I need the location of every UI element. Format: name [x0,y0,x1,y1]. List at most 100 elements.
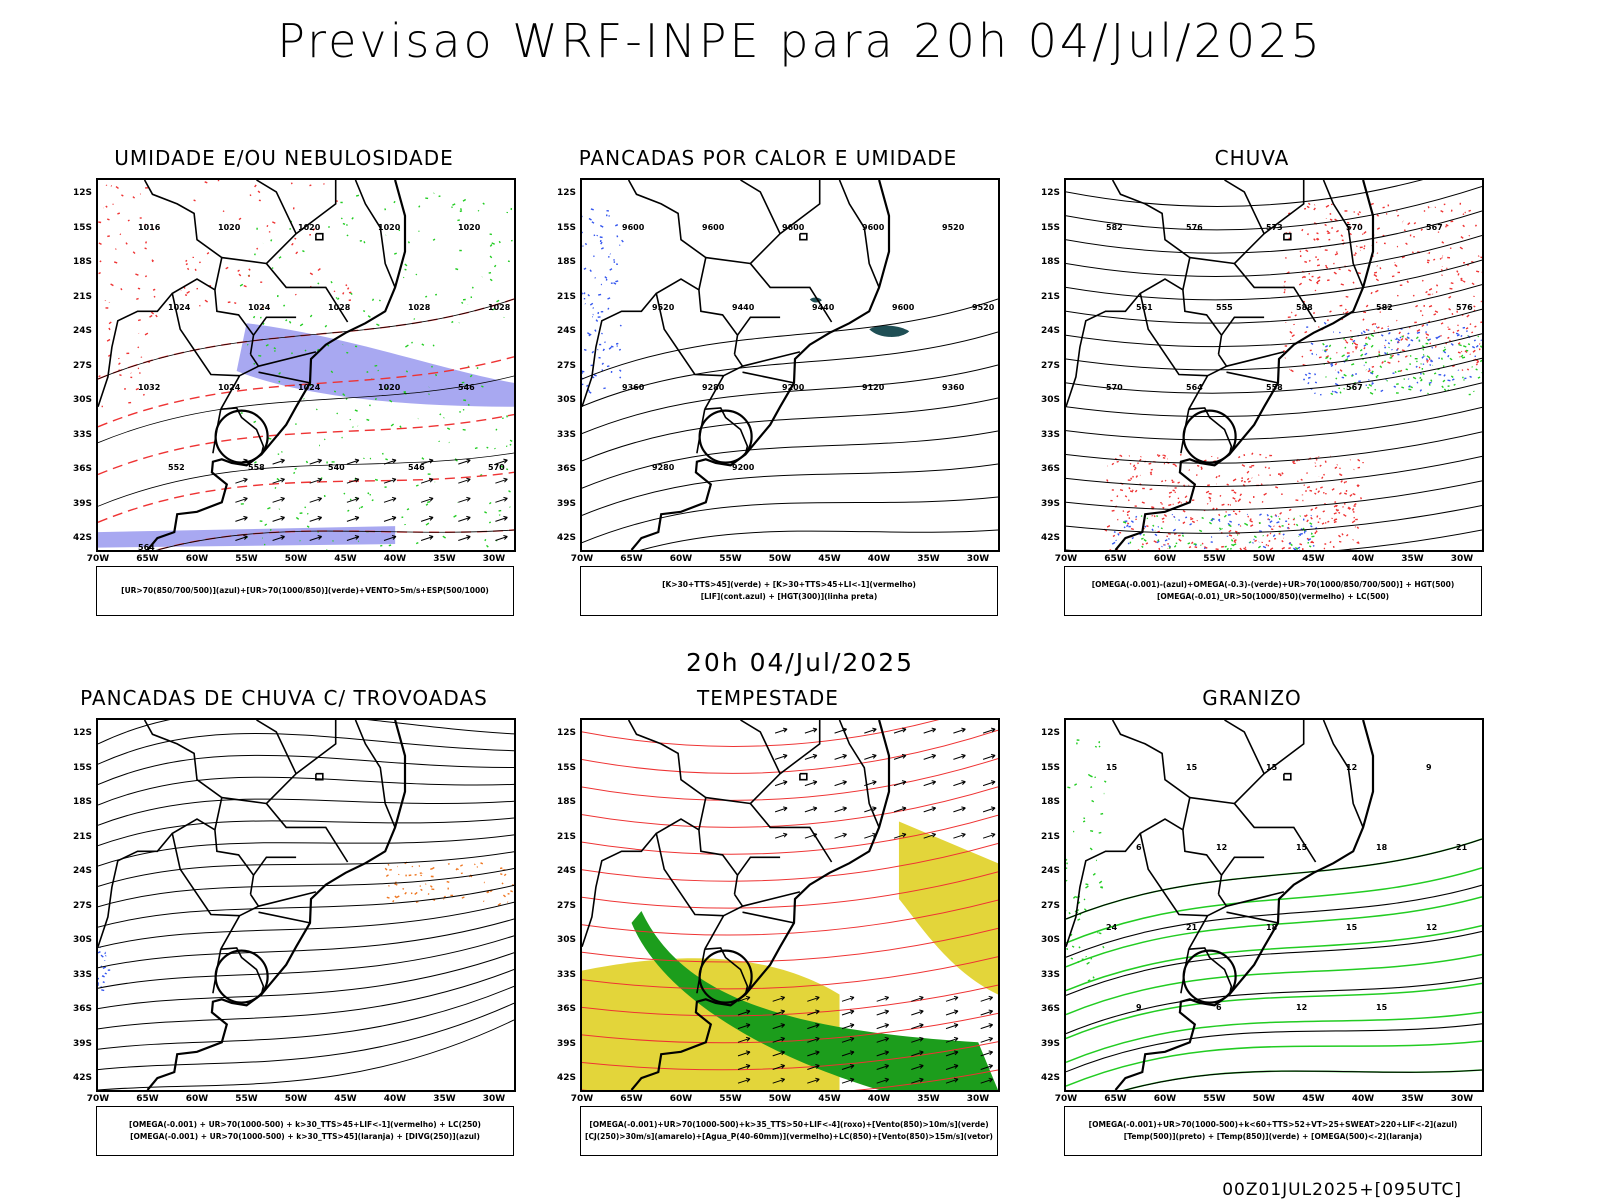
lon-tick-label: 65W [1104,554,1127,564]
lon-tick-label: 45W [1302,554,1325,564]
contour-label: 18 [1266,923,1278,932]
lon-tick-label: 40W [867,554,891,564]
lat-tick-label: 30S [556,935,576,945]
panel-chuva: CHUVA 582 576 573 570 567 561 555 588 582 576 570 5… [1022,146,1484,636]
lon-tick-label: 65W [136,554,159,564]
contour-label: 12 [1426,923,1437,932]
lat-tick-label: 30S [556,395,576,405]
lat-tick-label: 42S [556,1073,576,1083]
lon-tick-label: 50W [1252,1094,1276,1104]
lon-tick-label: 60W [669,1094,693,1104]
lat-tick-label: 39S [72,498,92,509]
contour-label: 9 [1426,763,1432,772]
map-svg: 15 15 15 12 9 6 12 15 18 21 24 21 18 15 12 9 6 12 15 [1066,720,1482,1090]
panel-legend: [OMEGA(-0.001)+UR>70(1000-500)+k<60+TTS>… [1064,1106,1482,1156]
lat-tick-label: 21S [1040,831,1060,842]
contour-label: 9600 [702,223,725,232]
contour-label: 1024 [248,303,271,312]
panel-title: PANCADAS POR CALOR E UMIDADE [578,146,958,170]
lat-tick-label: 24S [1040,866,1060,876]
contour-label: 567 [1346,383,1363,392]
lon-tick-label: 35W [1401,1094,1424,1104]
lon-tick-label: 55W [1203,1094,1226,1104]
map-svg: 1016 1020 1020 1020 1020 1024 1024 1028 1028 1028… [98,180,514,550]
panel-granizo: GRANIZO 15 15 15 12 9 6 12 15 18 21 24 21 18 15 12 9 6 12… [1022,686,1484,1176]
lon-tick-label: 30W [1450,1094,1474,1104]
lat-tick-label: 12S [556,728,576,738]
lon-tick-label: 70W [86,1094,110,1104]
lat-tick-label: 36S [1040,1004,1060,1014]
contour-label: 582 [1106,223,1123,232]
panel-legend: [OMEGA(-0.001) + UR>70(1000-500) + k>30_… [96,1106,514,1156]
contour-label: 570 [1346,223,1363,232]
panel-title: GRANIZO [1202,686,1302,710]
lon-tick-label: 40W [1351,554,1375,564]
map-svg [98,720,514,1090]
lon-tick-label: 45W [818,1094,841,1104]
lon-tick-label: 55W [235,554,258,564]
lon-tick-label: 60W [669,554,693,564]
contour-label: 9200 [732,463,755,472]
legend-line: [OMEGA(-0.001) + UR>70(1000-500) + k>30_… [129,1120,481,1129]
lon-tick-label: 60W [185,554,209,564]
panel-title: PANCADAS DE CHUVA C/ TROVOADAS [80,686,488,710]
lon-tick-label: 55W [719,1094,742,1104]
lon-tick-label: 30W [482,1094,506,1104]
map-area: 582 576 573 570 567 561 555 588 582 576 570 564 558 5… [1064,178,1484,552]
contour-label: 552 [168,463,185,472]
lat-tick-label: 15S [556,222,576,233]
map-area: 9600 9600 9600 9600 9520 9520 9440 9440 9600 9520… [580,178,1000,552]
lon-tick-label: 50W [1252,554,1276,564]
contour-label: 15 [1376,1003,1388,1012]
lon-tick-label: 65W [1104,1094,1127,1104]
contour-label: 9120 [862,383,885,392]
legend-line: [OMEGA(-0.01)_UR>50(1000/850)(vermelho) … [1156,592,1390,601]
lat-tick-label: 36S [1040,464,1060,474]
contour-label: 546 [458,383,475,392]
contour-label: 1020 [458,223,481,232]
lat-tick-label: 33S [72,429,92,440]
run-info-footer: 00Z01JUL2025+[095UTC] [1222,1180,1462,1200]
contour-label: 588 [1296,303,1313,312]
contour-label: 15 [1266,763,1278,772]
contour-label: 9600 [622,223,645,232]
contour-label: 1032 [138,383,160,392]
map-svg [582,720,998,1090]
map-svg: 582 576 573 570 567 561 555 588 582 576 570 564 558 5… [1066,180,1482,550]
contour-label: 576 [1456,303,1473,312]
lon-tick-label: 30W [482,554,506,564]
lon-tick-label: 70W [1054,1094,1078,1104]
contour-label: 9200 [782,383,805,392]
legend-line: [OMEGA(-0.001)+UR>70(1000-500)+k>35_TTS>… [589,1120,989,1129]
lon-tick-label: 45W [334,1094,357,1104]
contour-label: 24 [1106,923,1118,932]
lat-tick-label: 33S [1040,429,1060,440]
lat-tick-label: 24S [1040,326,1060,336]
lat-tick-label: 39S [72,1038,92,1049]
contour-label: 9600 [862,223,885,232]
lon-tick-label: 35W [433,554,456,564]
contour-label: 576 [1186,223,1203,232]
lon-tick-label: 35W [917,554,940,564]
contour-label: 18 [1376,843,1388,852]
lat-tick-label: 36S [556,464,576,474]
contour-label: 9520 [942,223,965,232]
lat-tick-label: 12S [72,188,92,198]
lat-tick-label: 33S [72,969,92,980]
contour-label: 1024 [168,303,191,312]
lat-tick-label: 39S [556,1038,576,1049]
lat-tick-label: 21S [556,831,576,842]
lat-tick-label: 18S [1040,797,1060,807]
contour-label: 9360 [622,383,645,392]
contour-label: 555 [1216,303,1233,312]
lon-tick-label: 40W [383,1094,407,1104]
lat-tick-label: 15S [1040,222,1060,233]
lat-tick-label: 18S [72,257,92,267]
lon-tick-label: 50W [284,554,308,564]
contour-label: 12 [1346,763,1357,772]
lat-tick-label: 30S [72,935,92,945]
lon-tick-label: 55W [719,554,742,564]
contour-label: 1024 [298,383,321,392]
panel-trovoadas: PANCADAS DE CHUVA C/ TROVOADAS 12S 15S 18S… [54,686,516,1176]
lon-tick-label: 60W [1153,554,1177,564]
